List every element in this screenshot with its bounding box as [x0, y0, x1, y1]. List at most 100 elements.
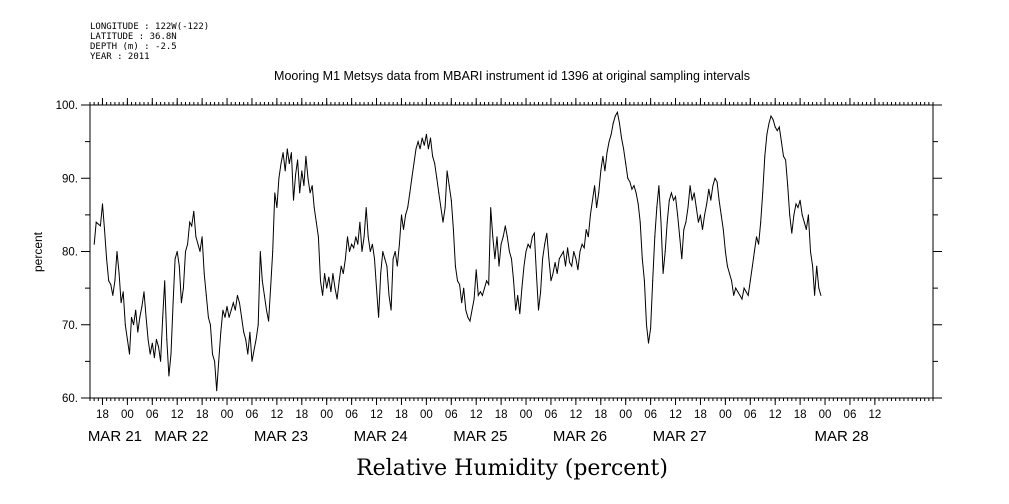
data-point — [378, 316, 380, 318]
data-point — [241, 316, 243, 318]
x-hour-label: 12 — [669, 409, 682, 421]
data-point — [131, 316, 132, 318]
data-point — [473, 298, 475, 300]
x-hour-label: 06 — [644, 409, 657, 421]
data-point — [357, 243, 359, 245]
data-point — [724, 251, 726, 252]
data-point — [490, 207, 492, 209]
data-point — [401, 214, 402, 216]
data-point — [594, 185, 596, 187]
data-point — [533, 232, 535, 234]
data-point — [612, 122, 614, 124]
data-point — [720, 214, 722, 216]
data-point — [506, 236, 508, 238]
x-date-label: MAR 23 — [254, 428, 308, 445]
data-point — [328, 276, 330, 278]
data-point — [697, 221, 699, 223]
data-point — [677, 214, 679, 216]
data-point — [604, 170, 606, 172]
data-point — [282, 152, 284, 154]
data-point — [99, 225, 101, 227]
data-point — [465, 309, 467, 311]
data-point — [585, 229, 587, 230]
data-point — [778, 126, 780, 128]
data-point — [342, 273, 344, 274]
data-point — [475, 269, 477, 271]
data-point — [232, 302, 234, 304]
data-point — [320, 280, 321, 282]
data-point — [764, 155, 766, 157]
x-hour-label: 00 — [221, 409, 234, 421]
data-point — [396, 265, 398, 267]
data-point — [407, 207, 409, 209]
data-point — [646, 324, 647, 326]
data-point — [423, 144, 425, 146]
chart-title: Mooring M1 Metsys data from MBARI instru… — [274, 69, 750, 83]
data-point — [187, 243, 189, 245]
data-point — [731, 280, 733, 282]
data-point — [201, 236, 203, 238]
data-point — [776, 130, 778, 132]
data-point — [741, 298, 743, 300]
data-point — [795, 203, 797, 205]
data-point — [413, 163, 415, 165]
data-point — [650, 327, 652, 329]
data-point — [114, 280, 116, 282]
data-point — [191, 225, 193, 227]
data-point — [452, 229, 454, 230]
data-point — [326, 287, 328, 289]
minor-ticks — [89, 102, 934, 401]
data-point — [789, 214, 791, 216]
x-hour-label: 12 — [270, 409, 283, 421]
data-point — [245, 338, 247, 340]
data-point — [762, 192, 764, 194]
data-point — [708, 188, 710, 190]
data-point — [496, 236, 498, 238]
data-point — [272, 251, 274, 252]
x-hour-label: 18 — [594, 409, 607, 421]
data-point — [386, 265, 388, 267]
data-point — [164, 280, 166, 282]
data-point — [616, 111, 618, 113]
x-hour-label: 12 — [769, 409, 782, 421]
data-point — [459, 284, 461, 285]
data-point — [153, 357, 155, 359]
data-point — [297, 159, 299, 161]
data-point — [317, 236, 319, 238]
data-point — [313, 207, 315, 209]
data-point — [143, 291, 145, 293]
data-point — [641, 258, 643, 260]
data-point — [218, 360, 220, 362]
data-point — [565, 265, 566, 267]
data-point — [120, 302, 122, 304]
plot-frame — [89, 104, 934, 399]
y-tick-label: 80. — [62, 247, 78, 259]
data-point — [324, 273, 326, 274]
data-point — [550, 280, 552, 282]
data-point — [228, 316, 230, 318]
data-point — [278, 177, 280, 179]
data-point — [548, 258, 550, 260]
data-point — [515, 309, 517, 311]
data-point — [145, 316, 147, 318]
data-point — [361, 251, 363, 252]
data-point — [621, 137, 622, 139]
data-point — [467, 316, 469, 318]
x-axis: 18 00 06 12 18 00 06 12 18 00 06 12 18 00 06 12 18 00 06 12… — [88, 98, 881, 445]
data-point — [151, 342, 153, 344]
data-point — [290, 152, 292, 154]
data-point — [589, 214, 591, 216]
x-hour-label: 12 — [470, 409, 483, 421]
x-hour-label: 00 — [719, 409, 732, 421]
data-point — [643, 280, 645, 282]
data-point — [805, 229, 807, 230]
data-point — [718, 199, 720, 201]
data-point — [610, 133, 612, 135]
data-point — [812, 265, 814, 267]
y-tick-label: 60. — [62, 393, 78, 405]
data-point — [236, 294, 238, 296]
data-point — [739, 294, 741, 296]
x-hour-label: 18 — [395, 409, 408, 421]
x-hour-label: 12 — [370, 409, 383, 421]
data-point — [484, 287, 485, 289]
